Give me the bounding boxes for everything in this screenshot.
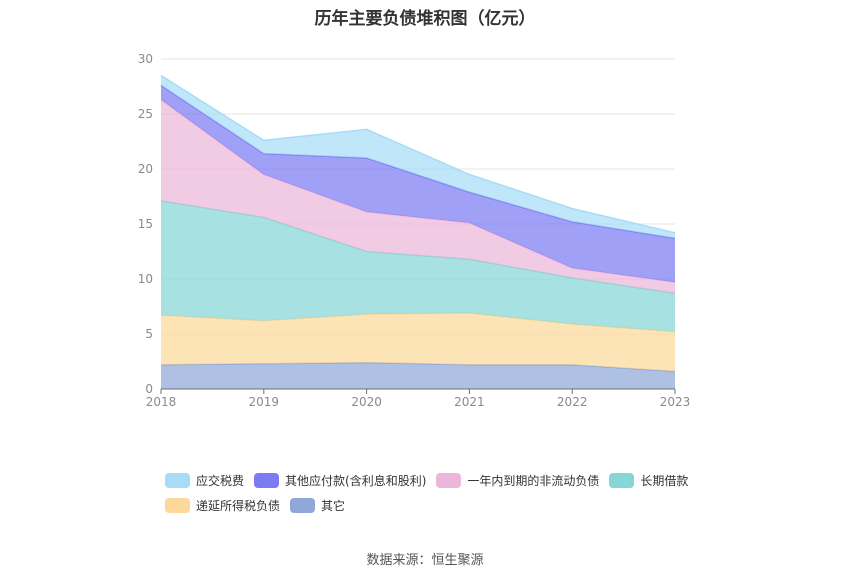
legend-label: 其他应付款(含利息和股利) <box>285 474 427 488</box>
legend-swatch <box>254 473 280 488</box>
legend-item[interactable]: 递延所得税负债 <box>165 497 280 514</box>
area-series-edge <box>160 74 676 234</box>
y-tick-label: 30 <box>138 52 153 66</box>
legend-item[interactable]: 应交税费 <box>165 472 244 489</box>
y-tick-label: 10 <box>138 272 153 286</box>
area-series <box>161 313 675 372</box>
area-series <box>161 99 675 294</box>
y-tick-label: 0 <box>145 382 153 396</box>
x-tick-label: 2019 <box>249 395 280 409</box>
x-tick-label: 2021 <box>454 395 485 409</box>
legend-label: 长期借款 <box>640 474 689 488</box>
x-tick-label: 2022 <box>557 395 588 409</box>
area-series <box>161 85 675 283</box>
legend-item[interactable]: 长期借款 <box>609 472 688 489</box>
legend-swatch <box>609 473 635 488</box>
area-series <box>161 362 675 389</box>
y-tick-label: 5 <box>145 327 153 341</box>
y-tick-label: 15 <box>138 217 153 231</box>
legend: 应交税费 其他应付款(含利息和股利) 一年内到期的非流动负债 长期借款递延所得税负债 其… <box>165 472 705 522</box>
legend-item[interactable]: 一年内到期的非流动负债 <box>436 472 599 489</box>
legend-swatch <box>165 473 190 488</box>
legend-label: 应交税费 <box>196 474 245 488</box>
axes: 2018 2019 2020 2021 2022 2023 <box>146 388 691 409</box>
legend-swatch <box>436 473 462 488</box>
legend-item[interactable]: 其它 <box>290 497 345 514</box>
y-tick-label: 25 <box>138 107 153 121</box>
x-tick-label: 2023 <box>660 395 691 409</box>
area-series <box>161 200 675 332</box>
area-series <box>161 75 675 239</box>
legend-swatch <box>290 498 316 513</box>
data-source-note: 数据来源：恒生聚源 <box>366 553 484 568</box>
legend-item[interactable]: 其他应付款(含利息和股利) <box>254 472 426 489</box>
area-series-group <box>160 74 676 389</box>
x-tick-label: 2020 <box>351 395 382 409</box>
legend-swatch <box>165 498 190 513</box>
legend-label: 其它 <box>321 499 346 513</box>
y-tick-label: 20 <box>138 162 153 176</box>
chart-title: 历年主要负债堆积图（亿元） <box>314 9 536 29</box>
x-tick-label: 2018 <box>146 395 177 409</box>
legend-label: 递延所得税负债 <box>196 499 281 513</box>
legend-label: 一年内到期的非流动负债 <box>467 474 600 488</box>
